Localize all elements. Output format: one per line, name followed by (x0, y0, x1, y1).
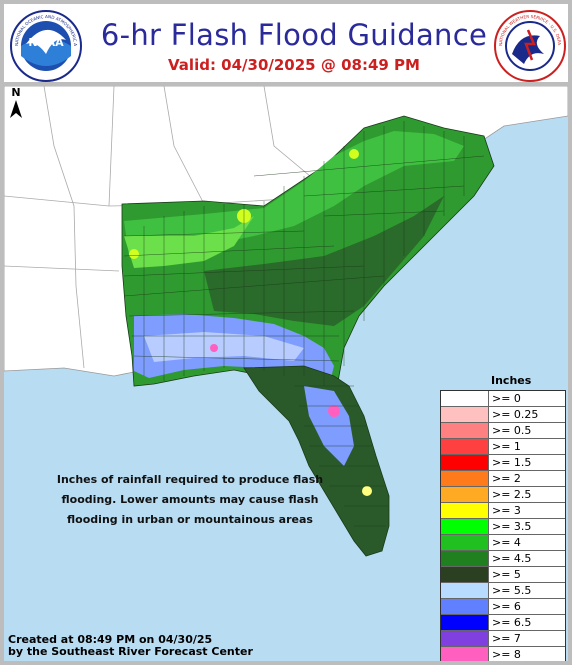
north-arrow-icon: N (10, 86, 22, 118)
legend-row: >= 5.5 (441, 582, 565, 598)
legend-label: >= 3.5 (492, 520, 532, 533)
legend-row: >= 0.25 (441, 406, 565, 422)
legend-label: >= 2 (492, 472, 521, 485)
legend-row: >= 7 (441, 630, 565, 646)
credit: Created at 08:49 PM on 04/30/25 by the S… (8, 634, 253, 658)
legend-swatch (441, 519, 489, 534)
map-note: Inches of rainfall required to produce f… (56, 473, 324, 526)
legend-swatch (441, 567, 489, 582)
legend-row: >= 5 (441, 566, 565, 582)
legend-label: >= 5.5 (492, 584, 532, 597)
legend-row: >= 3.5 (441, 518, 565, 534)
legend-title: Inches (491, 374, 532, 387)
legend-label: >= 6.5 (492, 616, 532, 629)
legend-row: >= 0 (441, 391, 565, 406)
legend-swatch (441, 455, 489, 470)
legend-label: >= 4.5 (492, 552, 532, 565)
legend-swatch (441, 647, 489, 661)
legend: >= 0 >= 0.25 >= 0.5 >= 1 >= 1.5 >= 2 >= 2.5 >= … (440, 390, 566, 661)
legend-label: >= 3 (492, 504, 521, 517)
legend-swatch (441, 583, 489, 598)
noaa-logo: NOAA NATIONAL OCEANIC AND ATMOSPHERIC AD… (10, 10, 82, 82)
legend-swatch (441, 551, 489, 566)
flood-guidance-map: N Inches of rainfall required to produce… (4, 86, 568, 661)
legend-label: >= 0.25 (492, 408, 539, 421)
page-title: 6-hr Flash Flood Guidance (100, 18, 488, 52)
legend-swatch (441, 391, 489, 406)
legend-label: >= 4 (492, 536, 521, 549)
legend-swatch (441, 407, 489, 422)
legend-swatch (441, 487, 489, 502)
north-label: N (11, 86, 20, 99)
credit-line-1: Created at 08:49 PM on 04/30/25 (8, 633, 213, 646)
legend-row: >= 2 (441, 470, 565, 486)
legend-label: >= 1.5 (492, 456, 532, 469)
legend-swatch (441, 631, 489, 646)
legend-row: >= 6 (441, 598, 565, 614)
legend-row: >= 6.5 (441, 614, 565, 630)
legend-label: >= 0 (492, 392, 521, 405)
header: NOAA NATIONAL OCEANIC AND ATMOSPHERIC AD… (4, 4, 568, 82)
legend-label: >= 6 (492, 600, 521, 613)
legend-label: >= 1 (492, 440, 521, 453)
legend-swatch (441, 503, 489, 518)
legend-row: >= 0.5 (441, 422, 565, 438)
legend-label: >= 0.5 (492, 424, 532, 437)
legend-swatch (441, 471, 489, 486)
legend-swatch (441, 615, 489, 630)
legend-label: >= 5 (492, 568, 521, 581)
noaa-logo-text: NOAA (28, 36, 64, 49)
legend-row: >= 4.5 (441, 550, 565, 566)
legend-swatch (441, 439, 489, 454)
legend-row: >= 8 (441, 646, 565, 661)
county-lines (123, 121, 485, 527)
legend-label: >= 7 (492, 632, 521, 645)
legend-label: >= 8 (492, 648, 521, 661)
legend-swatch (441, 599, 489, 614)
legend-row: >= 1 (441, 438, 565, 454)
legend-swatch (441, 423, 489, 438)
legend-row: >= 1.5 (441, 454, 565, 470)
legend-row: >= 4 (441, 534, 565, 550)
legend-row: >= 3 (441, 502, 565, 518)
nws-logo: NATIONAL WEATHER SERVICE · U.S. DEPARTME… (494, 10, 566, 82)
legend-row: >= 2.5 (441, 486, 565, 502)
valid-time: Valid: 04/30/2025 @ 08:49 PM (168, 56, 420, 74)
legend-swatch (441, 535, 489, 550)
map-canvas (4, 86, 568, 557)
credit-line-2: by the Southeast River Forecast Center (8, 645, 253, 658)
legend-label: >= 2.5 (492, 488, 532, 501)
